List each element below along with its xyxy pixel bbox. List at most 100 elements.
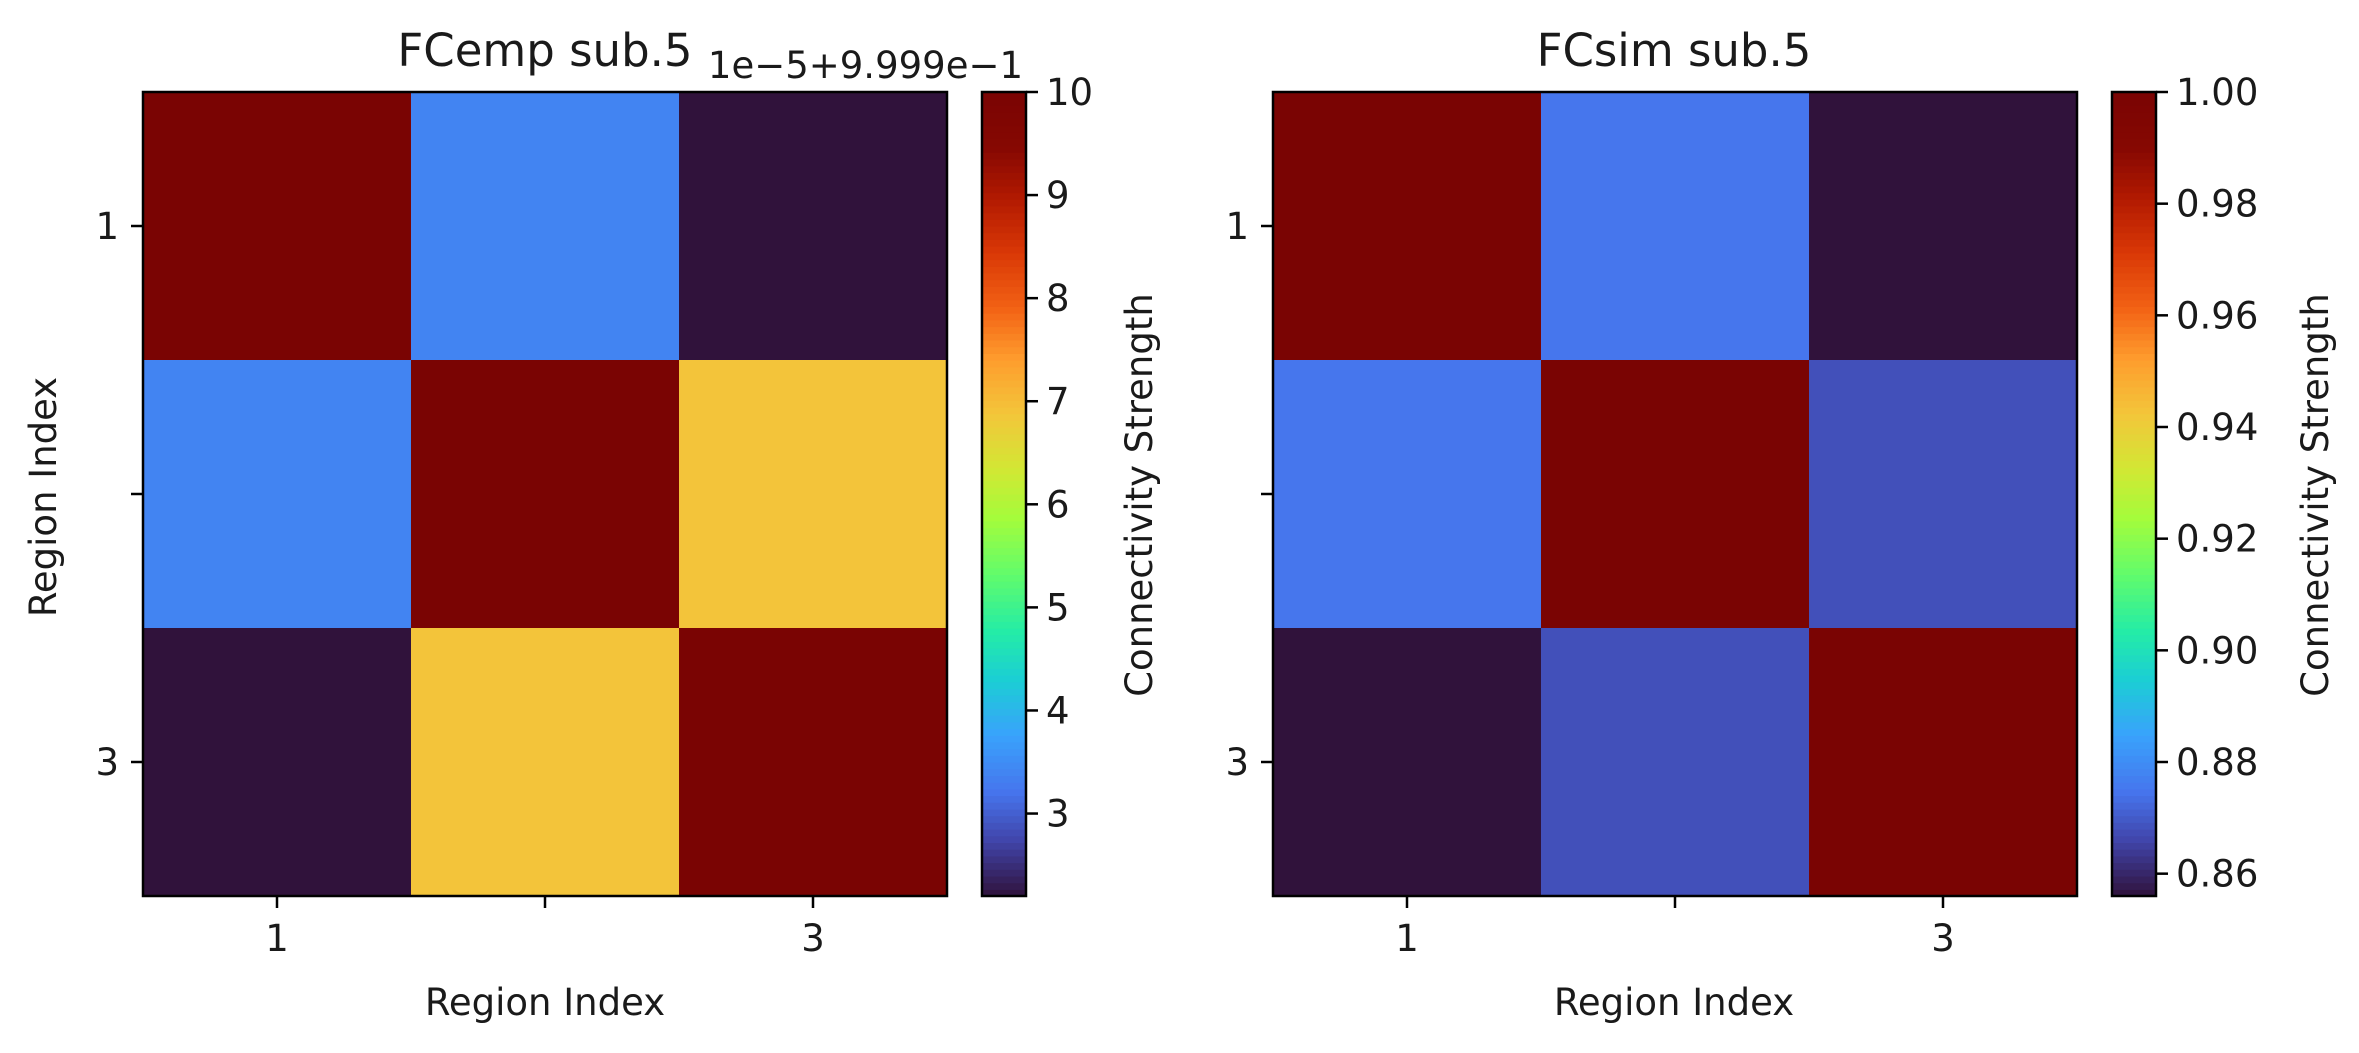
colorbar-segment — [2112, 641, 2156, 649]
colorbar-segment — [982, 728, 1026, 736]
heatmap-cell-r1-c3 — [1809, 92, 2078, 361]
colorbar-tick-label: 1.00 — [2176, 71, 2258, 114]
colorbar-segment — [982, 668, 1026, 676]
colorbar-segment — [2112, 366, 2156, 374]
heatmap-cell-r2-c1 — [143, 360, 412, 629]
colorbar-segment — [2112, 869, 2156, 877]
colorbar-segment — [982, 460, 1026, 468]
colorbar-segment — [2112, 125, 2156, 133]
heatmap-cell-r2-c2 — [411, 360, 680, 629]
colorbar-segment — [2112, 272, 2156, 281]
colorbar-tick-label: 4 — [1046, 689, 1070, 732]
colorbar-segment — [2112, 326, 2156, 334]
colorbar-segment — [2112, 373, 2156, 381]
colorbar-segment — [982, 701, 1026, 709]
colorbar-segment — [982, 735, 1026, 743]
colorbar-segment — [982, 105, 1026, 113]
colorbar-segment — [2112, 386, 2156, 395]
colorbar-segment — [982, 641, 1026, 649]
colorbar-segment — [982, 339, 1026, 348]
colorbar-tick-label: 0.88 — [2176, 741, 2258, 784]
colorbar-segment — [2112, 226, 2156, 234]
heatmap-cell-r1-c3 — [679, 92, 948, 361]
colorbar-segment — [2112, 527, 2156, 535]
colorbar-segment — [982, 487, 1026, 495]
colorbar-segment — [2112, 286, 2156, 294]
colorbar-segment — [982, 185, 1026, 194]
colorbar-segment — [2112, 185, 2156, 194]
colorbar-segment — [982, 125, 1026, 133]
colorbar-segment — [982, 467, 1026, 475]
colorbar-segment — [2112, 346, 2156, 354]
colorbar-tick-label: 6 — [1046, 483, 1070, 526]
heatmap-cell-r1-c1 — [1273, 92, 1542, 361]
colorbar-segment — [982, 835, 1026, 843]
heatmap-cell-r3-c2 — [411, 628, 680, 897]
heatmap-cell-r3-c2 — [1541, 628, 1810, 897]
colorbar-segment — [2112, 360, 2156, 368]
colorbar-segment — [982, 762, 1026, 770]
colorbar-segment — [982, 98, 1026, 106]
colorbar-segment — [2112, 480, 2156, 488]
colorbar-segment — [982, 259, 1026, 267]
colorbar-segment — [982, 815, 1026, 823]
colorbar-segment — [982, 393, 1026, 401]
colorbar-segment — [982, 165, 1026, 173]
colorbar-frame — [2110, 90, 2158, 898]
colorbar-segment — [982, 179, 1026, 187]
colorbar-segment — [2112, 239, 2156, 247]
colorbar-segment — [2112, 159, 2156, 167]
heatmap-cell-r2-c2 — [1541, 360, 1810, 629]
colorbar-frame — [980, 90, 1028, 898]
colorbar-segment — [2112, 728, 2156, 736]
colorbar-segment — [982, 547, 1026, 555]
colorbar-segment — [2112, 882, 2156, 890]
heatmap-cell-r1-c1 — [143, 92, 412, 361]
colorbar-segment — [982, 319, 1026, 328]
colorbar-segment — [2112, 634, 2156, 642]
colorbar-segment — [2112, 252, 2156, 261]
colorbar-segment — [2112, 487, 2156, 495]
colorbar-segment — [982, 601, 1026, 609]
y-tick-label: 1 — [1225, 205, 1249, 248]
colorbar-segment — [2112, 601, 2156, 609]
colorbar-segment — [982, 440, 1026, 448]
colorbar-segment — [982, 313, 1026, 321]
colorbar-tick-label: 0.92 — [2176, 518, 2258, 561]
colorbar-segment — [2112, 822, 2156, 830]
colorbar-segment — [2112, 607, 2156, 616]
colorbar-tick-label: 0.94 — [2176, 406, 2258, 449]
colorbar-segment — [2112, 681, 2156, 689]
colorbar-segment — [982, 386, 1026, 395]
colorbar-label: Connectivity Strength — [2294, 293, 2337, 697]
colorbar-segment — [2112, 567, 2156, 575]
colorbar-segment — [982, 494, 1026, 502]
colorbar-segment — [982, 849, 1026, 857]
colorbar-segment — [2112, 313, 2156, 321]
colorbar-segment — [982, 380, 1026, 388]
colorbar-segment — [2112, 808, 2156, 817]
colorbar-tick-label: 0.98 — [2176, 183, 2258, 226]
chart-title: FCsim sub.5 — [1537, 24, 1812, 77]
colorbar-segment — [2112, 802, 2156, 810]
colorbar-segment — [982, 574, 1026, 582]
colorbar-segment — [982, 212, 1026, 220]
colorbar-segment — [982, 561, 1026, 569]
colorbar-tick-label: 9 — [1046, 174, 1070, 217]
colorbar-segment — [982, 406, 1026, 415]
colorbar-segment — [982, 634, 1026, 642]
colorbar-segment — [2112, 293, 2156, 301]
colorbar-segment — [2112, 614, 2156, 622]
colorbar-segment — [982, 447, 1026, 455]
colorbar-tick-label: 7 — [1046, 380, 1070, 423]
colorbar-segment — [2112, 145, 2156, 153]
colorbar-segment — [982, 514, 1026, 522]
colorbar-segment — [2112, 594, 2156, 602]
colorbar-segment — [982, 299, 1026, 307]
colorbar-segment — [2112, 467, 2156, 475]
colorbar-segment — [2112, 795, 2156, 803]
colorbar-segment — [982, 500, 1026, 508]
colorbar-segment — [2112, 507, 2156, 515]
colorbar-segment — [982, 581, 1026, 589]
